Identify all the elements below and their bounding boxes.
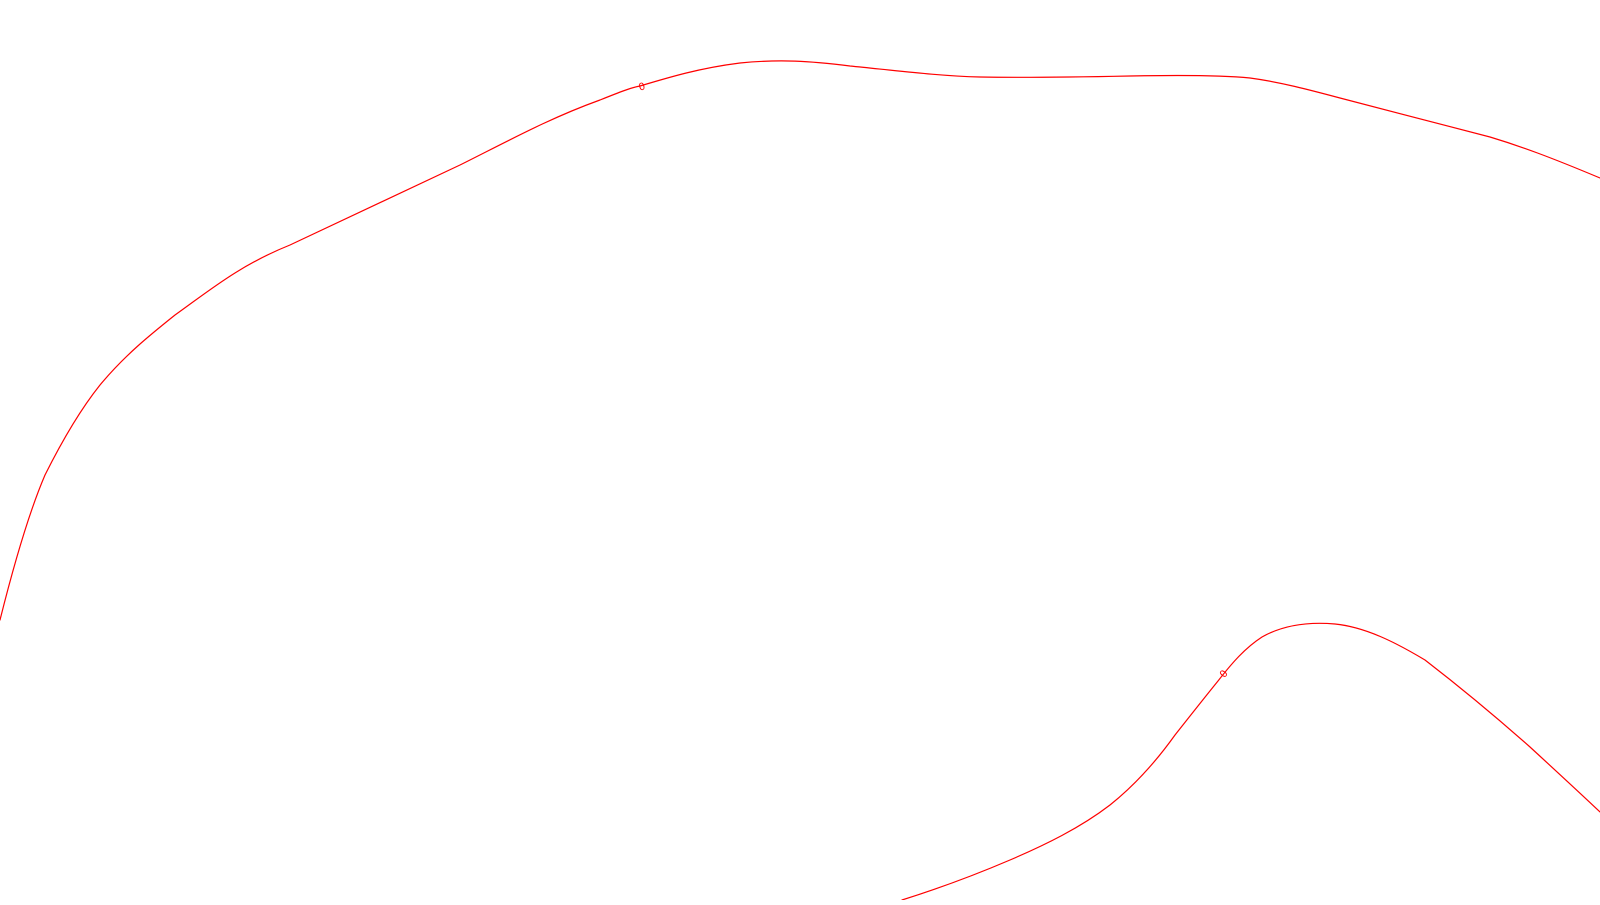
- contour-lower: 0: [901, 622, 1600, 901]
- contour-line-upper: [0, 60, 1600, 621]
- contour-label-lower: 0: [1218, 668, 1231, 680]
- contour-line-lower: [901, 622, 1600, 901]
- contour-upper: 0: [0, 60, 1600, 621]
- contour-label-upper: 0: [638, 81, 647, 93]
